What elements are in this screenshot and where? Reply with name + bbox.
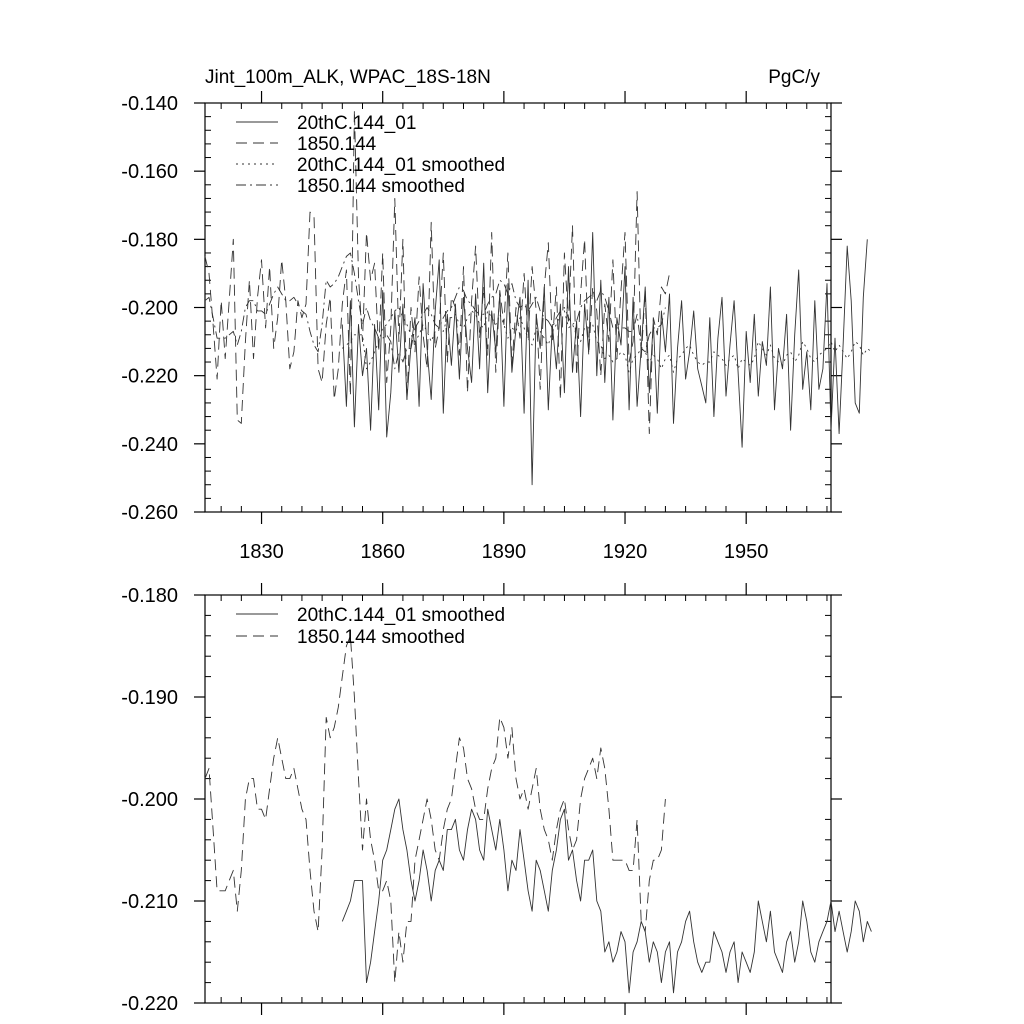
top-legend-label: 1850.144 [297,134,377,155]
bottom-y-tick-label: -0.180 [121,585,178,607]
top-series-line-2 [204,109,670,435]
top-series-line-4 [204,252,666,370]
top-x-tick-label: 1860 [360,541,405,563]
bottom-y-tick-label: -0.190 [121,687,178,709]
top-y-tick-label: -0.240 [121,434,178,456]
bottom-y-tick-label: -0.200 [121,789,178,811]
bottom-y-tick-label: -0.210 [121,891,178,913]
top-y-tick-label: -0.160 [121,161,178,183]
top-x-tick-label: 1890 [482,541,527,563]
top-series-line-1 [341,232,868,486]
top-panel: Jint_100m_ALK, WPAC_18S-18N PgC/y 1830 18… [121,67,872,563]
bottom-y-tick-label: -0.220 [121,993,178,1015]
top-y-tick-label: -0.180 [121,229,178,251]
top-y-tick-label: -0.220 [121,366,178,388]
top-legend-label: 20thC.144_01 smoothed [297,155,505,176]
top-x-tick-label: 1920 [603,541,648,563]
top-panel-title: Jint_100m_ALK, WPAC_18S-18N [205,67,491,88]
bottom-plot-frame [204,594,832,1004]
top-y-tick-label: -0.200 [121,298,178,320]
top-series-line-3 [342,307,872,373]
top-legend-label: 20thC.144_01 [297,113,416,134]
bottom-series-line-1 [341,798,872,994]
bottom-series-line-2 [204,635,666,984]
top-y-tick-label: -0.260 [121,502,178,524]
top-x-tick-label: 1830 [239,541,284,563]
top-x-tick-label: 1950 [724,541,769,563]
bottom-legend-label: 20thC.144_01 smoothed [297,605,505,626]
top-panel-units: PgC/y [768,67,820,88]
top-y-tick-label: -0.140 [121,93,178,115]
bottom-panel: -0.180 -0.190 -0.200 -0.210 -0.220 20thC.144_… [121,583,872,1015]
top-legend-label: 1850.144 smoothed [297,176,465,197]
bottom-legend-label: 1850.144 smoothed [297,627,465,648]
